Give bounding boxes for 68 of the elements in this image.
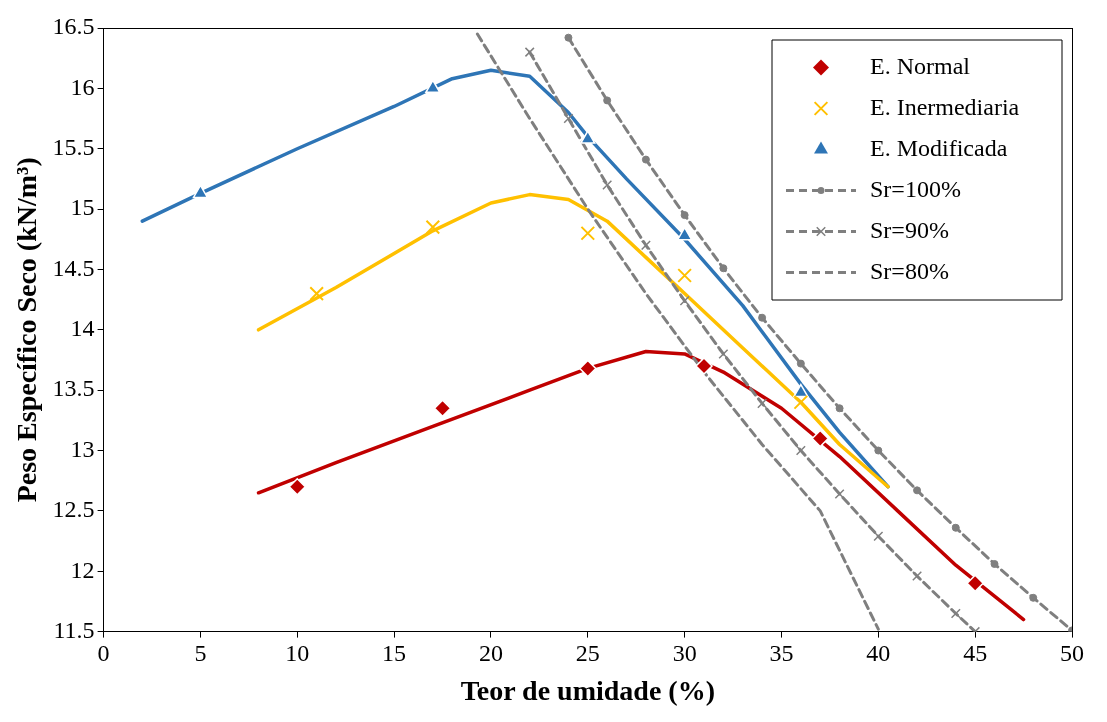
point xyxy=(793,383,809,398)
x-tick-label: 30 xyxy=(672,640,697,667)
point xyxy=(425,219,441,235)
legend-label: E. Inermediaria xyxy=(870,93,1020,120)
y-tick-label: 12 xyxy=(70,556,95,583)
point xyxy=(835,404,844,413)
x-tick-label: 10 xyxy=(285,640,310,667)
y-tick-label: 12.5 xyxy=(52,496,95,523)
point xyxy=(966,574,984,593)
y-axis-title: Peso Específico Seco (kN/m³) xyxy=(11,157,43,503)
y-tick-label: 16 xyxy=(70,73,95,100)
legend-label: E. Modificada xyxy=(870,134,1008,161)
y-tick-label: 14 xyxy=(70,315,95,342)
point xyxy=(563,113,574,124)
point xyxy=(695,357,713,375)
legend-label: Sr=90% xyxy=(870,216,949,243)
point xyxy=(950,608,961,619)
point xyxy=(811,429,829,448)
point xyxy=(951,523,960,532)
y-tick-label: 11.5 xyxy=(53,616,95,643)
point xyxy=(579,359,597,378)
point xyxy=(718,348,729,359)
point xyxy=(580,130,596,144)
point xyxy=(793,394,809,410)
point xyxy=(309,286,325,301)
point xyxy=(677,268,692,283)
x-tick-label: 15 xyxy=(382,640,407,667)
legend-label: Sr=80% xyxy=(870,257,949,284)
point xyxy=(796,359,805,368)
point xyxy=(913,486,922,495)
point xyxy=(834,488,845,499)
y-tick-label: 13 xyxy=(70,435,95,462)
x-tick-label: 0 xyxy=(97,640,110,667)
point xyxy=(602,179,613,190)
point xyxy=(564,33,573,42)
point xyxy=(524,47,535,58)
y-tick-label: 15.5 xyxy=(52,134,95,161)
point xyxy=(680,211,689,220)
point xyxy=(758,313,767,322)
point xyxy=(795,445,806,456)
point xyxy=(757,398,768,409)
x-tick-label: 40 xyxy=(866,640,891,667)
point xyxy=(288,477,307,496)
y-tick-label: 13.5 xyxy=(52,375,95,402)
x-tick-label: 20 xyxy=(478,640,503,667)
point xyxy=(990,560,999,568)
y-tick-label: 16.5 xyxy=(52,13,95,40)
point xyxy=(641,155,650,164)
x-tick-label: 5 xyxy=(194,640,207,667)
x-tick-label: 45 xyxy=(963,640,988,667)
point xyxy=(912,571,923,582)
point xyxy=(580,225,596,241)
point xyxy=(874,446,883,455)
legend-label: Sr=100% xyxy=(870,175,961,202)
point xyxy=(433,399,452,418)
point xyxy=(873,531,884,542)
point xyxy=(679,295,690,306)
x-tick-label: 25 xyxy=(575,640,600,667)
x-tick-label: 35 xyxy=(769,640,794,667)
point xyxy=(640,240,651,251)
y-tick-label: 15 xyxy=(70,194,95,221)
x-axis-title: Teor de umidade (%) xyxy=(460,675,715,707)
legend-label: E. Normal xyxy=(870,52,971,79)
point xyxy=(603,96,612,105)
point xyxy=(719,264,728,273)
y-tick-label: 14.5 xyxy=(52,254,95,281)
point xyxy=(1029,593,1038,602)
x-tick-label: 50 xyxy=(1060,640,1084,667)
